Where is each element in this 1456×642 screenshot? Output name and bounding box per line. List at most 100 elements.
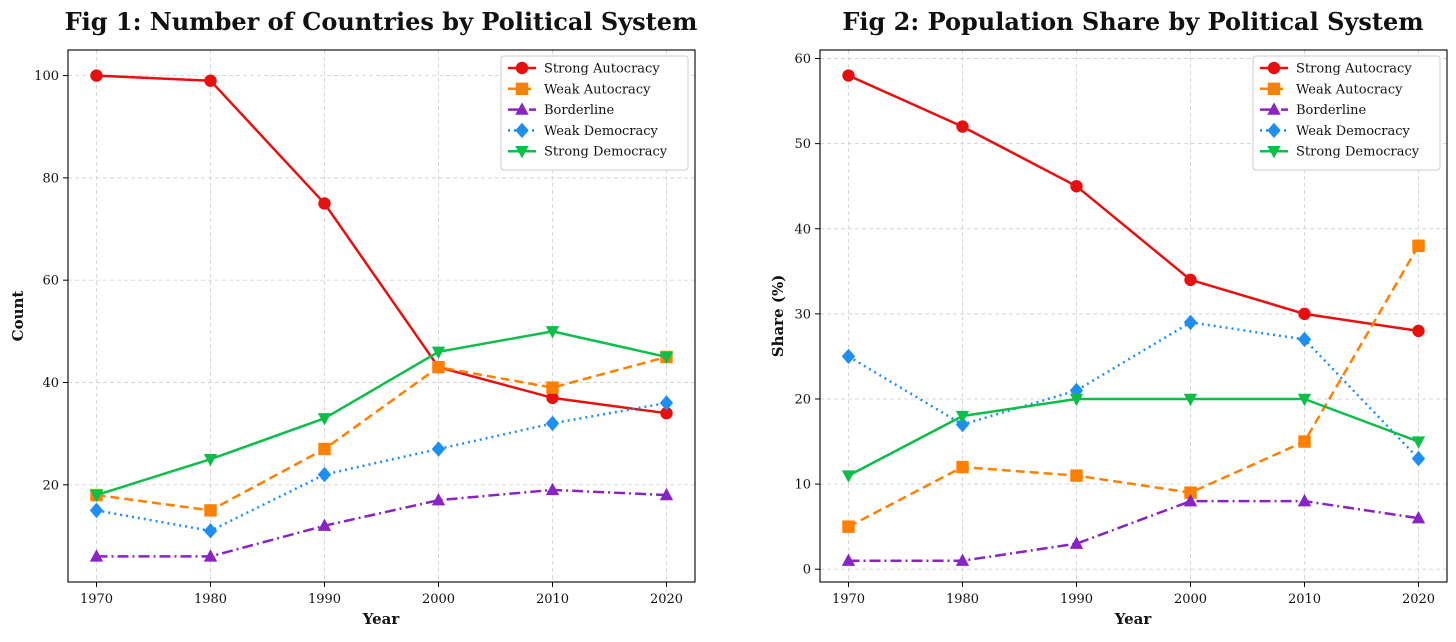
data-point [1298,435,1311,448]
data-point [89,489,104,503]
data-point [203,523,218,539]
chart-panel-population: Fig 2: Population Share by Political Sys… [769,7,1448,628]
data-point [841,348,856,365]
legend-label: Weak Autocracy [544,82,651,97]
y-tick-label: 0 [803,563,811,578]
x-tick-label: 2010 [1288,592,1321,607]
y-tick-label: 60 [794,52,811,67]
data-point [1070,469,1083,482]
y-tick-label: 40 [794,222,811,237]
data-point [317,518,332,531]
data-point [1297,331,1312,348]
data-point [659,487,674,501]
legend-label: Strong Autocracy [1296,62,1412,77]
legend: Strong Autocracy Weak Autocracy Borderline… [1252,55,1441,171]
data-point [1298,307,1311,321]
data-point [1184,273,1197,287]
data-point [1297,393,1312,407]
data-point [841,470,856,483]
data-point [318,197,331,210]
y-axis-label: Share (%) [769,275,787,358]
legend-marker [1267,102,1281,115]
data-point [955,410,970,424]
data-point [1411,510,1426,524]
data-point [955,416,970,433]
plot-frame [819,49,1448,583]
legend-box [1252,55,1441,171]
data-point [842,520,855,533]
data-point [956,460,969,474]
series-group [841,69,1426,566]
y-axis-label: Count [9,291,27,342]
x-tick-label: 2020 [1402,592,1435,607]
legend-label: Strong Autocracy [544,62,660,77]
series-line [96,330,667,497]
series-line [96,401,667,533]
data-point [955,553,970,566]
data-point [89,549,104,562]
data-point [1183,393,1198,407]
series-line [847,74,1419,333]
data-point [203,549,218,562]
legend-label: Borderline [1296,103,1367,118]
x-axis-label: Year [1114,610,1153,628]
series-line [847,321,1420,460]
data-point [203,454,218,467]
data-point [659,351,674,365]
y-tick-label: 20 [794,392,811,407]
data-point [1412,239,1425,252]
legend-label: Strong Democracy [544,145,668,160]
series-group [89,69,674,562]
data-point [660,406,673,420]
data-point [431,492,446,506]
legend-marker [1267,122,1281,139]
data-point [1069,536,1084,549]
legend-label: Weak Democracy [544,124,659,139]
x-tick-label: 1980 [946,592,979,607]
data-point [1297,493,1312,507]
series-line [848,499,1419,562]
data-point [1069,393,1084,407]
data-point [956,120,969,133]
x-axis-label: Year [362,610,401,628]
chart-panel-countries: Fig 1: Number of Countries by Political … [9,7,697,628]
data-point [545,482,560,496]
x-tick-label: 1990 [1060,592,1093,607]
legend-marker [1267,82,1281,95]
series-line [847,245,1420,528]
legend-label: Weak Democracy [1296,124,1411,139]
series-line [847,397,1419,477]
data-point [204,504,217,517]
y-tick-label: 50 [794,137,811,152]
data-point [1184,486,1197,499]
y-tick-label: 40 [42,376,59,391]
y-tick-label: 80 [42,171,59,186]
y-tick-label: 30 [794,307,811,322]
data-point [546,381,559,394]
legend-marker [515,102,529,115]
legend-marker [515,61,529,75]
x-tick-label: 2020 [650,592,683,607]
y-tick-label: 60 [42,274,59,289]
data-point [89,502,104,519]
chart-title: Fig 2: Population Share by Political Sys… [842,7,1423,36]
data-point [204,74,217,87]
data-point [1183,314,1198,331]
legend-marker [1267,146,1281,159]
data-point [659,395,674,411]
chart-title: Fig 1: Number of Countries by Political … [65,7,698,36]
data-point [317,466,332,483]
data-point [1411,450,1426,467]
data-point [90,69,103,82]
legend: Strong Autocracy Weak Autocracy Borderline… [500,55,689,171]
data-point [841,553,856,566]
legend-marker [515,146,529,159]
x-tick-label: 1990 [308,592,341,607]
series-line [96,355,667,512]
x-tick-label: 1980 [194,592,227,607]
legend-label: Strong Democracy [1296,145,1420,160]
x-tick-label: 2000 [1174,592,1207,607]
x-tick-label: 2000 [422,592,455,607]
